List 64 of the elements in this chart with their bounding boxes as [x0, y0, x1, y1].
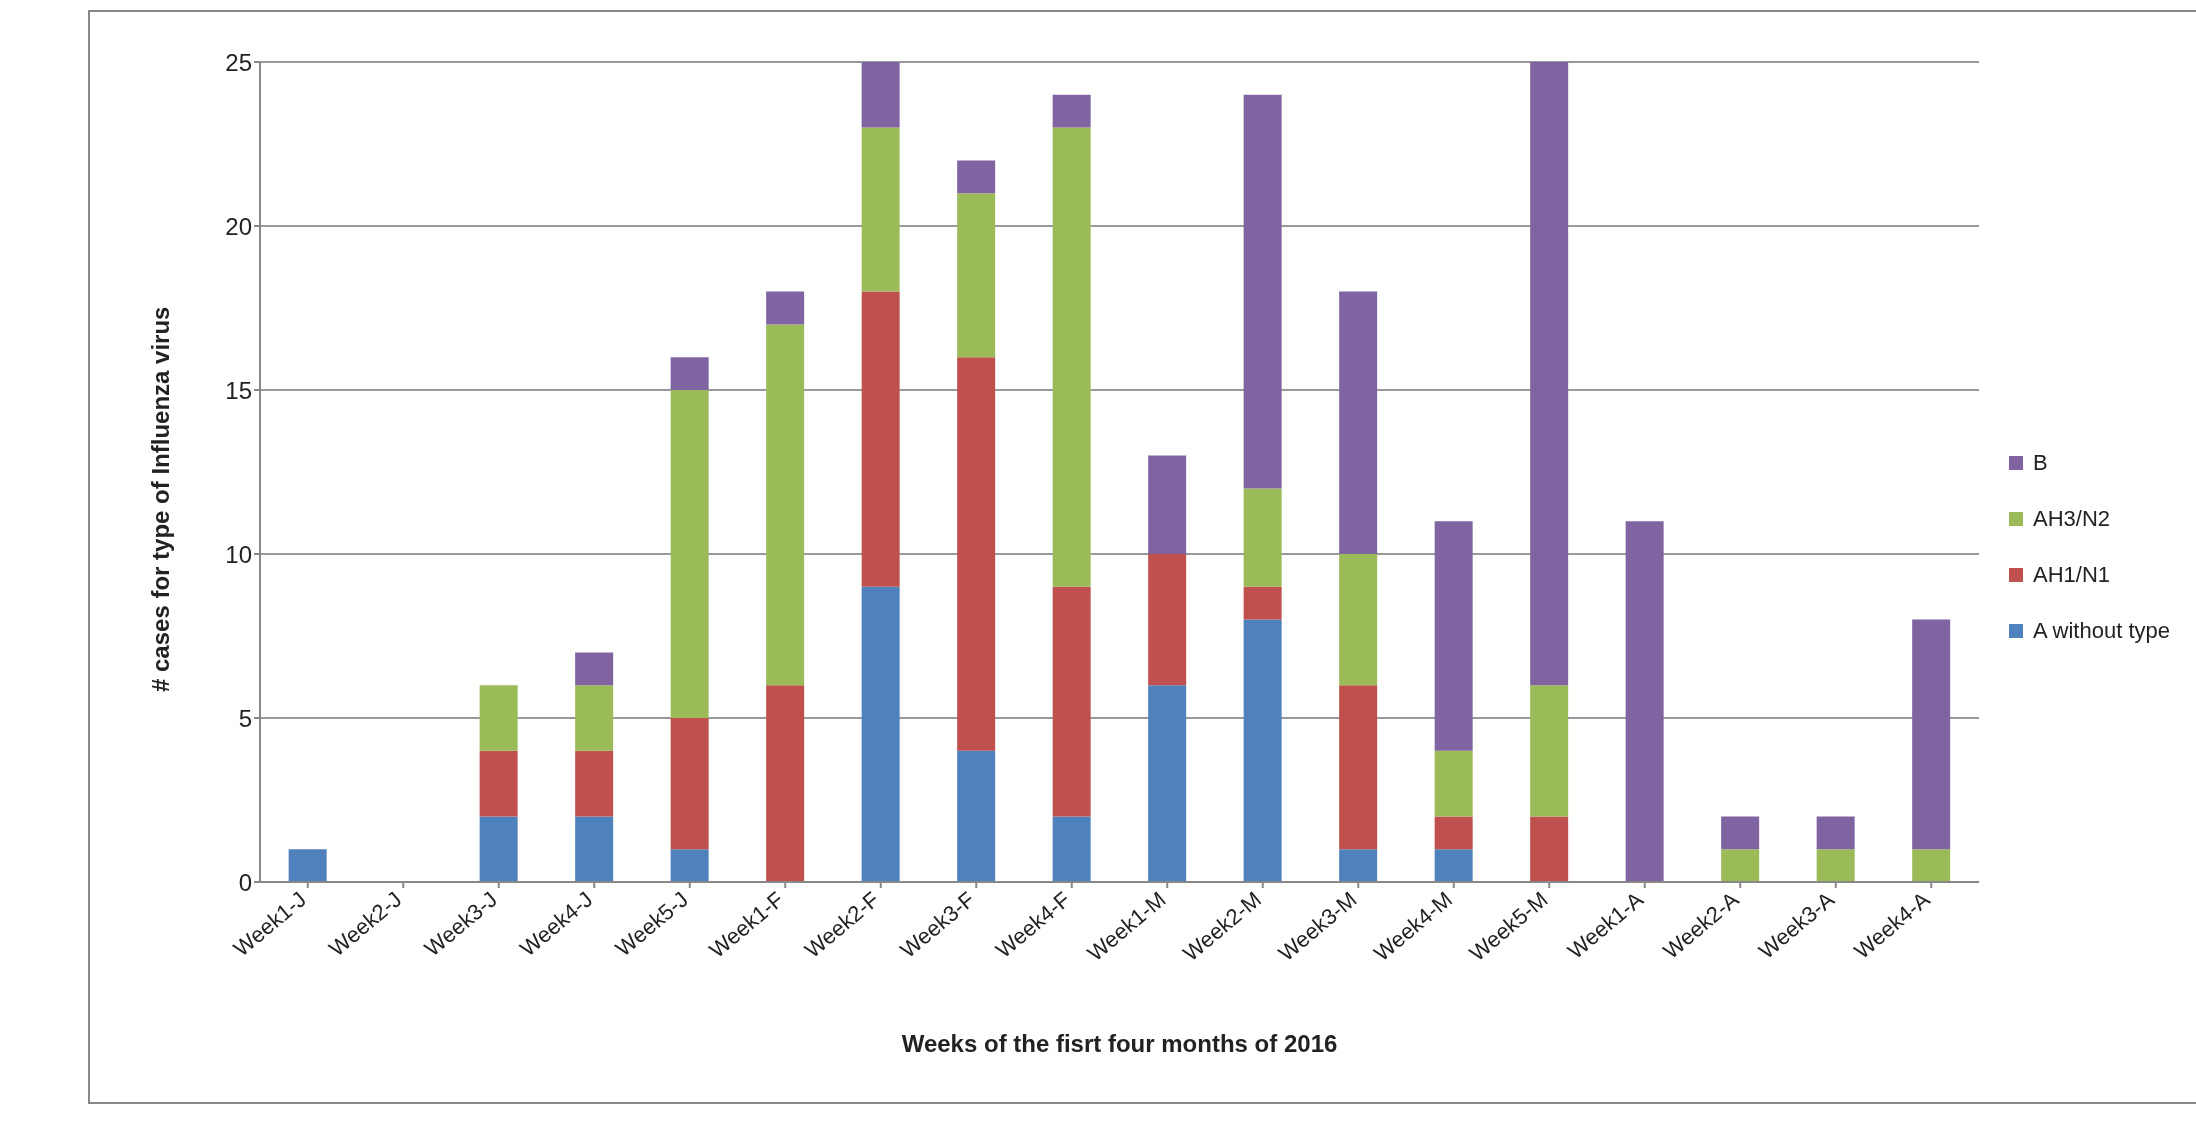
- bar: [1816, 816, 1855, 850]
- bar: [1339, 849, 1378, 882]
- bar: [1912, 619, 1951, 850]
- bar: [1243, 488, 1282, 587]
- bar: [861, 291, 900, 587]
- y-axis-title: # cases for type of Influenza virus: [146, 306, 174, 692]
- bar: [1052, 127, 1091, 587]
- y-tick-label: 0: [238, 868, 252, 896]
- bar: [957, 750, 996, 882]
- bar: [766, 685, 805, 882]
- bar: [1434, 750, 1473, 817]
- y-tick-label: 10: [225, 540, 252, 568]
- bar: [861, 127, 900, 292]
- bar: [1721, 849, 1760, 882]
- bar: [1530, 685, 1569, 817]
- bar: [1243, 94, 1282, 489]
- bar: [670, 718, 709, 850]
- bar: [1243, 586, 1282, 620]
- y-tick-label: 15: [225, 376, 252, 404]
- bar: [575, 750, 614, 817]
- bar: [479, 750, 518, 817]
- bar: [479, 816, 518, 882]
- bar: [766, 324, 805, 686]
- bar: [861, 62, 900, 128]
- bar: [1052, 94, 1091, 128]
- bar: [1721, 816, 1760, 850]
- bar: [670, 357, 709, 390]
- bar: [861, 586, 900, 882]
- bar: [766, 291, 805, 325]
- bar: [1530, 62, 1569, 686]
- bar: [1530, 816, 1569, 882]
- bar: [1625, 521, 1664, 882]
- bar: [1052, 816, 1091, 882]
- bar: [1434, 521, 1473, 751]
- bar: [957, 193, 996, 358]
- bar: [1243, 619, 1282, 882]
- bar: [1148, 685, 1187, 882]
- bar: [1148, 554, 1187, 686]
- bar: [1912, 849, 1951, 882]
- bar: [1339, 685, 1378, 850]
- legend-label: AH1/N1: [2033, 562, 2111, 588]
- bar: [1434, 849, 1473, 882]
- bar: [670, 390, 709, 718]
- y-tick-label: 25: [225, 48, 252, 76]
- bar: [1816, 849, 1855, 882]
- bar: [1339, 554, 1378, 686]
- legend-label: A without type: [2033, 618, 2170, 644]
- bar: [1052, 586, 1091, 817]
- bar: [479, 685, 518, 751]
- bar: [957, 357, 996, 751]
- bar: [1148, 455, 1187, 554]
- legend-label: AH3/N2: [2033, 506, 2111, 532]
- legend-label: B: [2033, 450, 2048, 476]
- bar: [957, 160, 996, 194]
- y-tick-label: 20: [225, 212, 252, 240]
- bar: [575, 816, 614, 882]
- bar: [1434, 816, 1473, 850]
- x-axis-title: Weeks of the fisrt four months of 2016: [901, 1030, 1338, 1057]
- bar: [1339, 291, 1378, 554]
- bar: [670, 849, 709, 882]
- bar: [575, 652, 614, 686]
- y-tick-label: 5: [238, 704, 252, 732]
- bar: [575, 685, 614, 751]
- bar: [288, 849, 327, 882]
